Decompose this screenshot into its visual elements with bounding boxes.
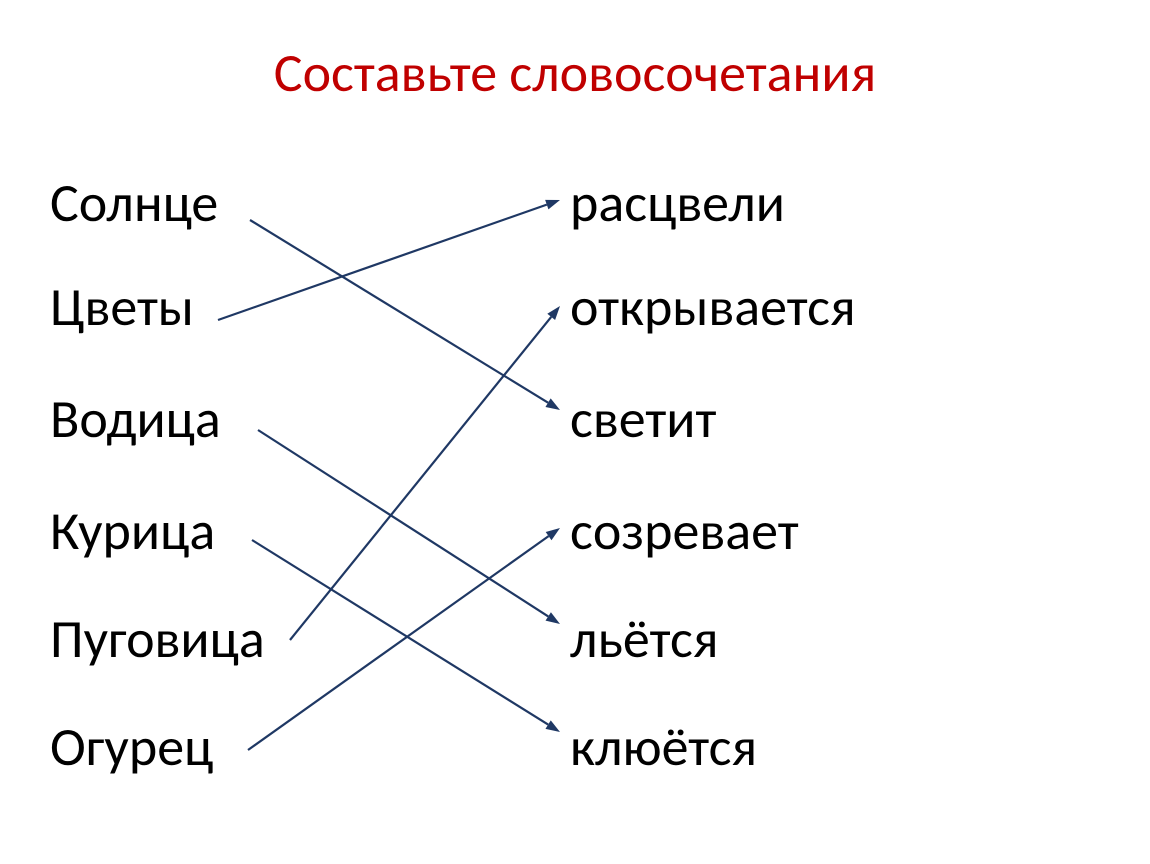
left-word-5: Огурец — [50, 714, 213, 780]
right-word-0: расцвели — [570, 170, 785, 236]
arrow-head-5 — [546, 528, 560, 540]
arrow-line-5 — [248, 536, 549, 750]
arrow-head-3 — [545, 720, 560, 732]
left-word-4: Пуговица — [50, 606, 265, 672]
left-word-0: Солнце — [50, 170, 218, 236]
arrow-head-0 — [545, 398, 560, 410]
right-word-3: созревает — [570, 498, 799, 564]
arrow-head-2 — [546, 612, 560, 624]
right-word-4: льётся — [570, 606, 718, 672]
slide-title: Составьте словосочетания — [0, 40, 1150, 106]
right-word-1: открывается — [570, 274, 856, 340]
right-word-2: светит — [570, 386, 716, 452]
right-word-5: клюётся — [570, 714, 757, 780]
left-word-1: Цветы — [50, 274, 194, 340]
arrow-line-0 — [250, 220, 548, 403]
arrow-line-1 — [218, 205, 547, 320]
arrow-line-3 — [252, 540, 548, 725]
slide: Составьте словосочетания Солнце Цветы Во… — [0, 0, 1150, 864]
arrow-head-1 — [545, 200, 560, 209]
arrow-head-4 — [547, 306, 560, 320]
left-word-3: Курица — [50, 498, 215, 564]
arrow-line-2 — [258, 430, 548, 616]
left-word-2: Водица — [50, 386, 221, 452]
arrow-line-4 — [290, 317, 551, 640]
